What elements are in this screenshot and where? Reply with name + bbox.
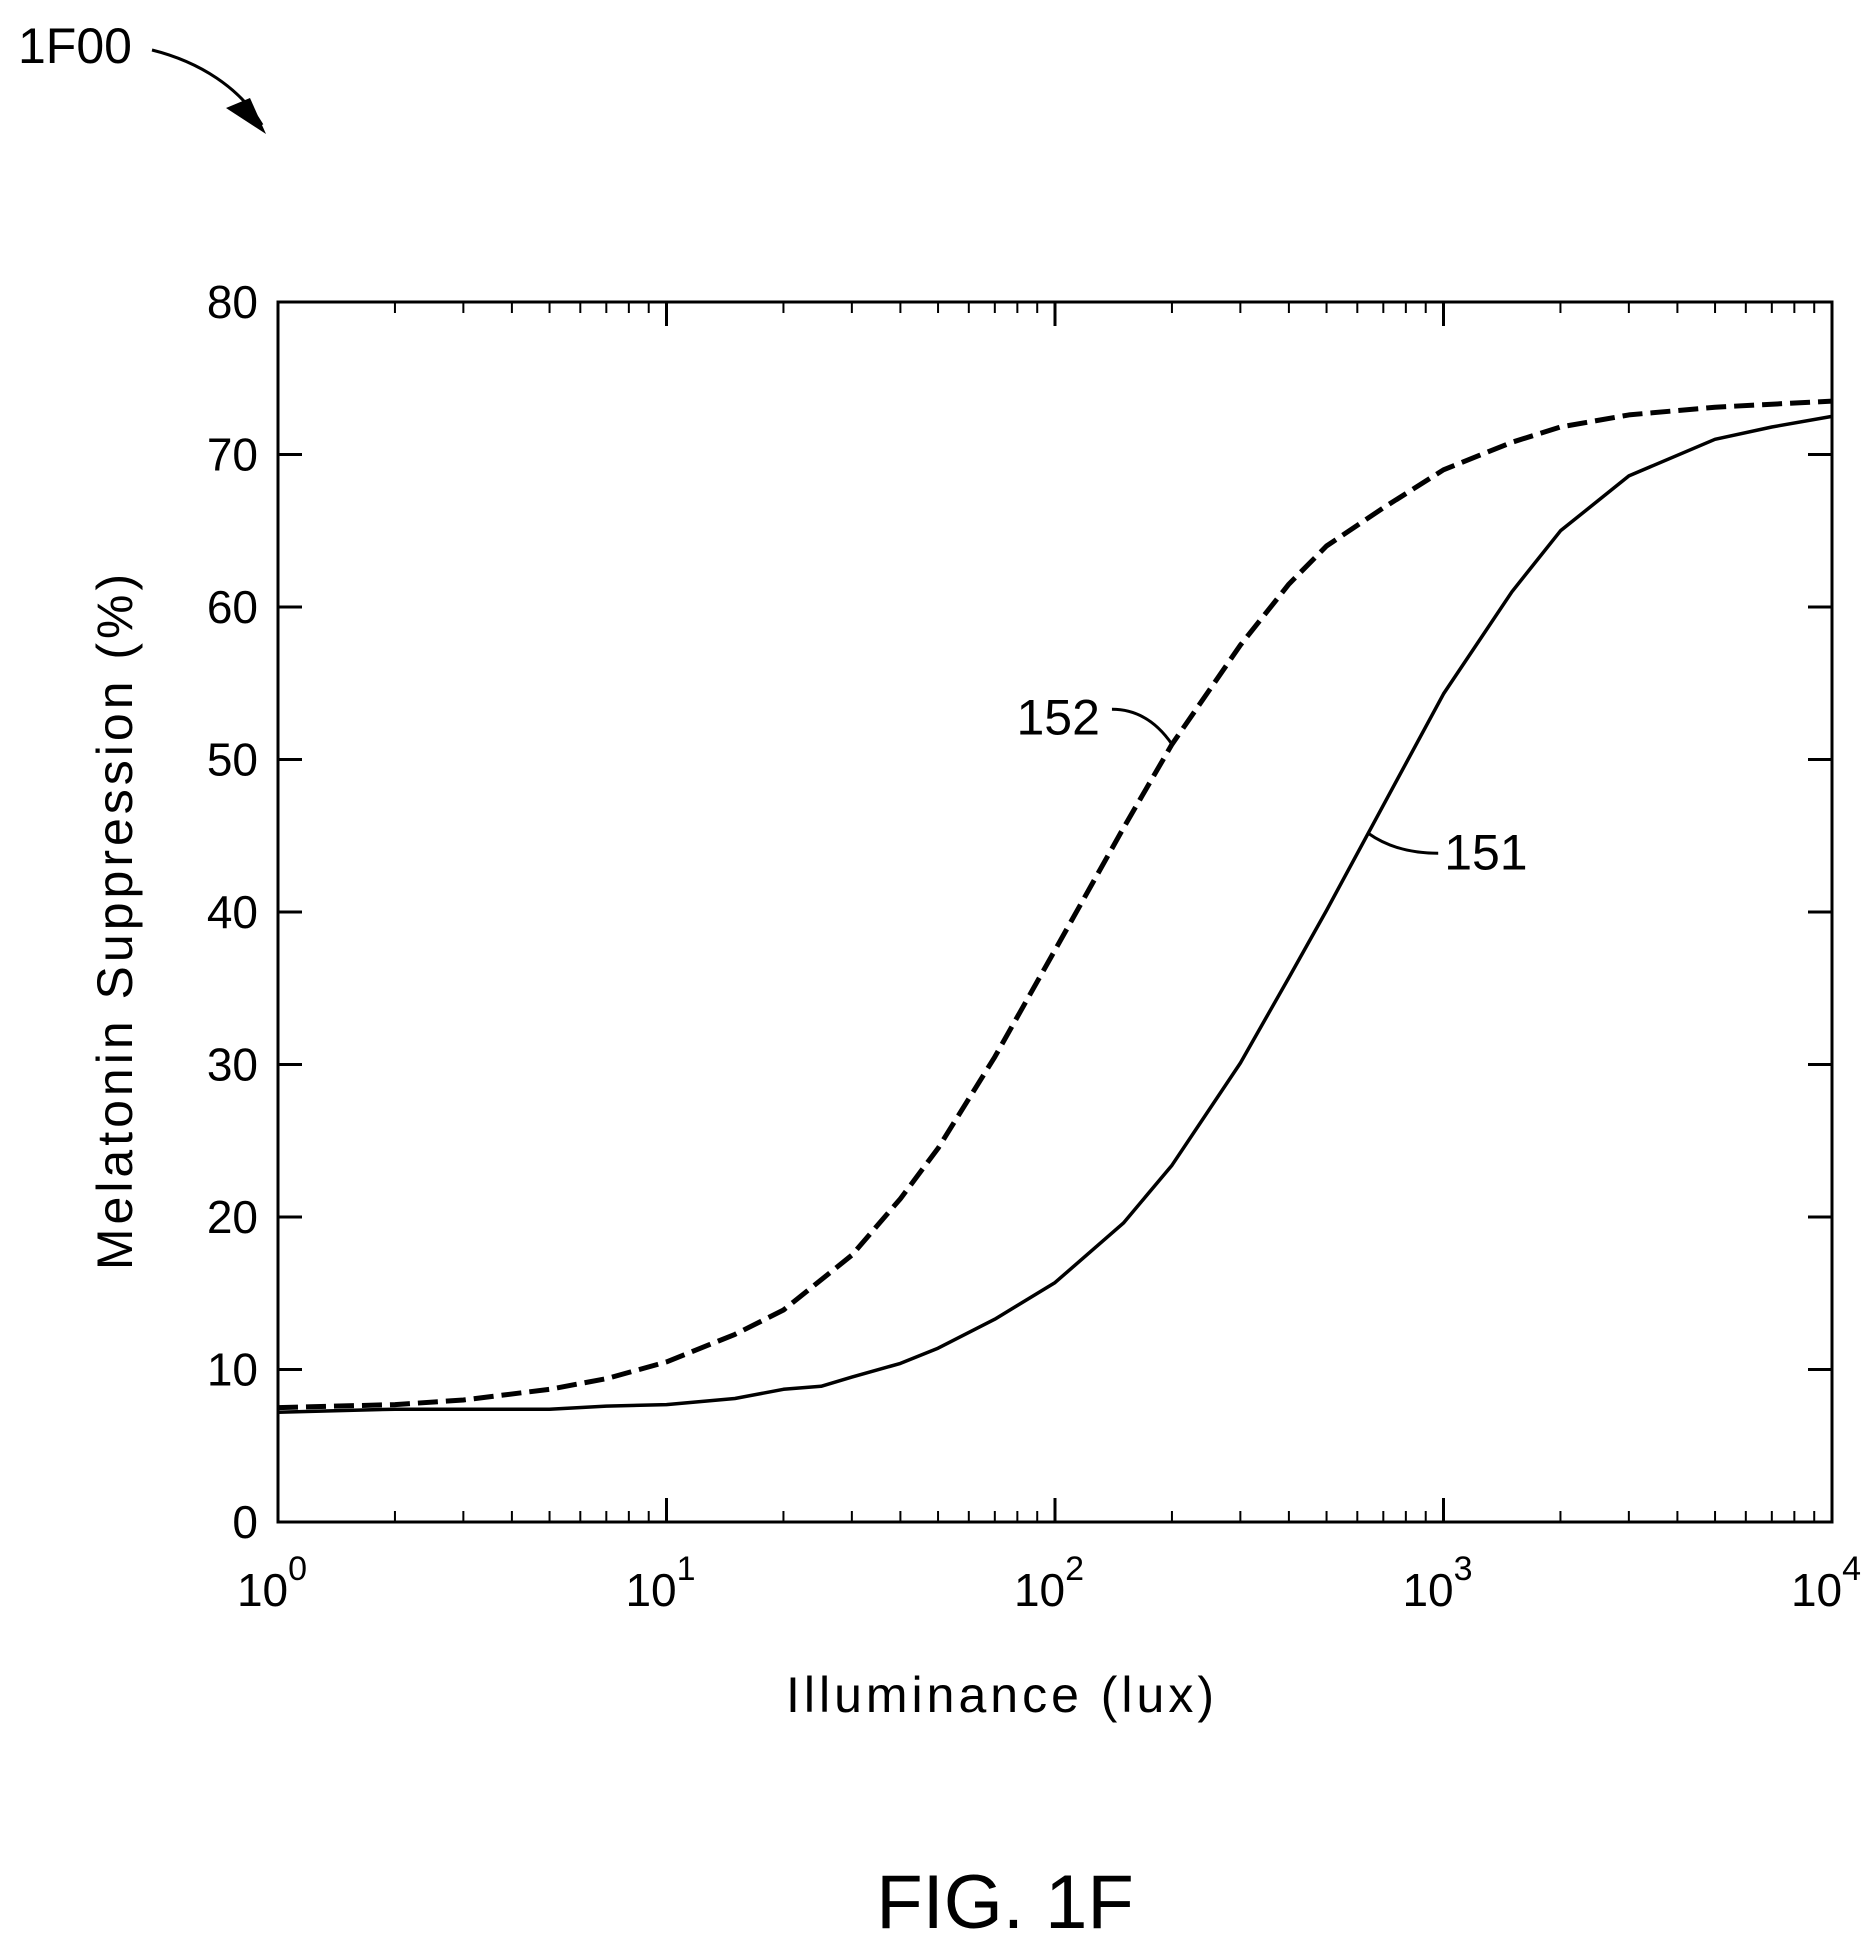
x-tick-label: 100 <box>237 1550 307 1616</box>
figure-ref-label: 1F00 <box>18 18 132 74</box>
x-tick-label: 103 <box>1402 1550 1472 1616</box>
x-axis-title: Illuminance (lux) <box>786 1667 1218 1723</box>
x-tick-label-exponent: 2 <box>1065 1550 1084 1588</box>
y-tick-label: 0 <box>232 1496 258 1548</box>
annotation-leader-152 <box>1111 707 1174 746</box>
y-axis-title: Melatonin Suppression (%) <box>87 570 143 1270</box>
axis-ticks <box>276 300 1834 1524</box>
x-tick-label-base: 10 <box>625 1564 676 1616</box>
series-annotations: 152 151 <box>1017 689 1528 880</box>
x-tick-label-base: 10 <box>1791 1564 1842 1616</box>
figure-ref-arrowhead <box>226 98 266 134</box>
x-tick-label-exponent: 4 <box>1842 1550 1861 1588</box>
y-tick-label: 10 <box>207 1344 258 1396</box>
y-tick-label: 60 <box>207 581 258 633</box>
x-tick-label-base: 10 <box>1402 1564 1453 1616</box>
annotation-label-151: 151 <box>1444 824 1527 880</box>
y-tick-label: 20 <box>207 1191 258 1243</box>
x-tick-label-base: 10 <box>1014 1564 1065 1616</box>
x-tick-label: 101 <box>625 1550 695 1616</box>
y-tick-label: 30 <box>207 1039 258 1091</box>
y-tick-label: 40 <box>207 886 258 938</box>
x-tick-label-base: 10 <box>237 1564 288 1616</box>
plot-frame <box>276 300 1834 1524</box>
series-line-151 <box>277 414 1833 1414</box>
series-line-152 <box>277 398 1833 1411</box>
series-lines <box>277 398 1833 1414</box>
y-tick-label: 50 <box>207 734 258 786</box>
x-tick-label-exponent: 1 <box>677 1550 696 1588</box>
x-tick-label: 104 <box>1791 1550 1861 1616</box>
x-tick-label-exponent: 3 <box>1454 1550 1473 1588</box>
x-tick-label: 102 <box>1014 1550 1084 1616</box>
x-tick-label-exponent: 0 <box>288 1550 307 1588</box>
y-tick-label: 80 <box>207 276 258 328</box>
annotation-label-152: 152 <box>1017 689 1100 745</box>
y-tick-label: 70 <box>207 429 258 481</box>
annotation-leader-151 <box>1367 832 1439 855</box>
figure-caption: FIG. 1F <box>876 1860 1134 1945</box>
